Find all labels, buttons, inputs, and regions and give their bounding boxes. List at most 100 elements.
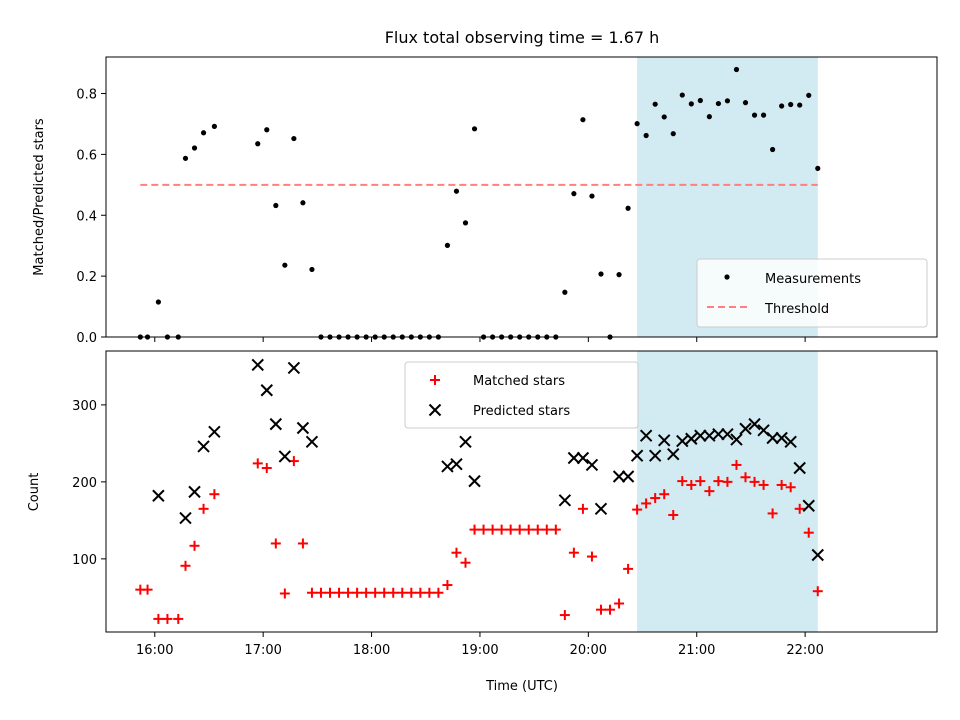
predicted-star-point <box>287 361 301 375</box>
top-panel: 0.00.20.40.60.8 Matched/Predicted stars … <box>32 56 938 346</box>
matched-star-point <box>614 598 625 609</box>
predicted-star-point <box>305 435 319 449</box>
predicted-star-point-b <box>793 461 806 475</box>
matched-star-point <box>388 587 399 598</box>
predicted-star-point-b <box>667 447 680 461</box>
predicted-star-point <box>648 449 662 462</box>
matched-star-point <box>704 486 715 497</box>
predicted-star-point <box>730 433 743 446</box>
predicted-star-point-b <box>712 427 725 441</box>
measurement-point <box>471 126 478 132</box>
measurement-point <box>751 112 758 118</box>
matched-star-point <box>695 476 706 487</box>
measurement-point <box>815 165 821 171</box>
measurement-point <box>444 242 451 248</box>
measurement-point <box>300 200 306 206</box>
matched-star-point <box>180 560 191 571</box>
matched-star-point <box>568 547 579 558</box>
matched-star-point <box>189 540 200 551</box>
predicted-star-point-b <box>296 421 310 435</box>
matched-star-point <box>370 587 381 598</box>
matched-star-point <box>803 527 814 538</box>
matched-star-point <box>315 587 326 598</box>
y-tick-label: 0.0 <box>76 331 97 346</box>
y-tick-label: 0.8 <box>76 88 97 103</box>
matched-star-point <box>451 547 462 558</box>
predicted-star-point <box>152 489 165 502</box>
predicted-star-point-b <box>639 429 653 442</box>
predicted-star-point-b <box>703 429 716 442</box>
measurement-point <box>779 103 785 109</box>
chart-title: Flux total observing time = 1.67 h <box>385 28 660 47</box>
predicted-star-point-b <box>441 460 454 473</box>
measurement-point <box>688 101 694 107</box>
predicted-star-point-b <box>576 451 590 465</box>
legend-box <box>696 258 928 328</box>
bottom-highlight-layer <box>637 351 818 632</box>
matched-star-point <box>595 604 606 615</box>
matched-star-point <box>406 587 417 598</box>
predicted-star-point-b <box>567 451 581 465</box>
measurement-point <box>760 112 767 118</box>
predicted-star-point <box>658 434 671 447</box>
top-axes-frame <box>105 56 938 338</box>
measurement-point <box>806 92 812 98</box>
matched-star-point <box>532 524 543 535</box>
matched-star-point <box>162 613 173 624</box>
matched-star-point <box>478 524 489 535</box>
matched-star-point <box>785 482 796 493</box>
matched-star-point <box>487 524 498 535</box>
predicted-star-point-b <box>558 494 572 507</box>
predicted-star-point <box>748 417 761 431</box>
matched-star-point <box>632 504 643 515</box>
predicted-star-point <box>667 447 680 461</box>
matched-star-point <box>442 580 453 591</box>
y-tick-label: 300 <box>72 399 97 414</box>
matched-star-point <box>659 489 670 500</box>
predicted-star-point-b <box>305 435 319 449</box>
measurement-point <box>182 155 189 161</box>
measurement-point <box>309 266 315 273</box>
predicted-star-point <box>269 417 283 431</box>
matched-star-point <box>306 587 317 598</box>
measurement-point <box>453 188 460 194</box>
matched-star-point <box>460 557 471 568</box>
predicted-star-point <box>612 470 626 483</box>
matched-star-point <box>198 503 209 514</box>
bottom-panel: 100 200 300 16:00 17:00 18:00 19:00 20:00 21:00… <box>27 350 938 694</box>
x-tick-label: 17:00 <box>244 643 281 658</box>
matched-star-point <box>469 524 480 535</box>
matched-star-point <box>722 476 733 487</box>
matched-star-point <box>142 584 153 595</box>
predicted-star-point-b <box>676 434 689 448</box>
measurement-point <box>634 121 640 127</box>
measurement-point <box>733 66 740 73</box>
matched-star-point <box>334 587 345 598</box>
predicted-star-point-b <box>188 485 201 499</box>
predicted-star-point <box>188 485 201 499</box>
predicted-star-point <box>197 440 210 453</box>
measurement-point <box>797 102 803 108</box>
legend-threshold-label: Threshold <box>764 302 829 317</box>
matched-star-point <box>325 587 336 598</box>
predicted-star-point <box>676 434 689 448</box>
top-y-axis-label: Matched/Predicted stars <box>32 118 47 276</box>
predicted-star-point-b <box>208 425 221 439</box>
predicted-star-point <box>450 457 463 471</box>
legend-measurement-marker <box>724 274 730 280</box>
measurement-point <box>462 220 469 226</box>
matched-star-point <box>415 587 426 598</box>
matched-star-point <box>559 610 570 621</box>
predicted-star-point-b <box>260 384 273 397</box>
predicted-star-point <box>585 458 599 472</box>
predicted-star-point-b <box>179 511 192 525</box>
measurement-point <box>282 262 288 268</box>
predicted-star-point <box>441 460 454 473</box>
matched-star-point <box>550 524 561 535</box>
measurement-point <box>589 193 595 199</box>
legend-predicted-label: Predicted stars <box>473 404 570 419</box>
predicted-star-point <box>811 548 824 562</box>
predicted-star-point-b <box>802 499 815 512</box>
measurement-point <box>679 92 685 98</box>
